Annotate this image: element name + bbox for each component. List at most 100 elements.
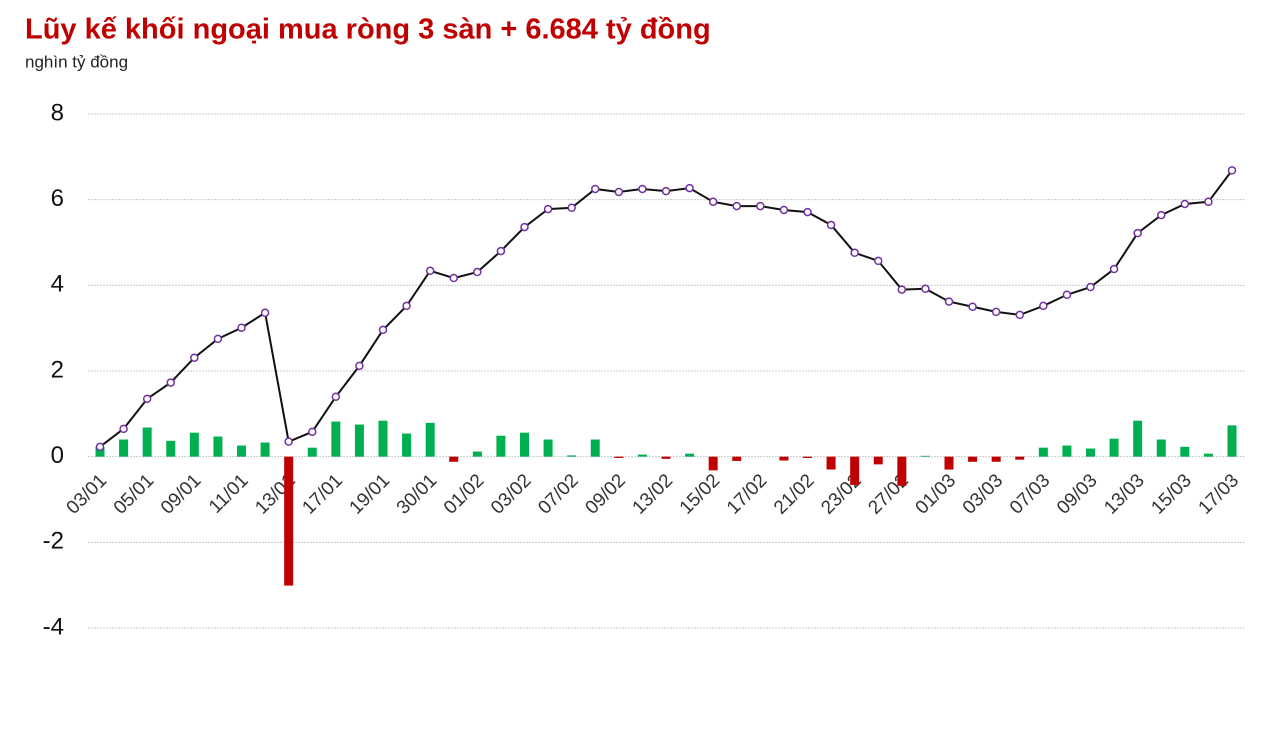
bar	[142, 427, 152, 457]
bar	[378, 420, 388, 457]
bar	[1109, 438, 1119, 457]
bar	[472, 451, 482, 457]
point	[1227, 166, 1237, 175]
point	[874, 256, 883, 266]
point	[378, 325, 388, 335]
bar	[543, 439, 553, 457]
chart-title: Lũy kế khối ngoại mua ròng 3 sàn + 6.684…	[25, 14, 711, 46]
point	[1015, 310, 1024, 320]
point	[1157, 210, 1166, 220]
bar	[850, 456, 860, 485]
bar	[1062, 445, 1072, 457]
bar	[897, 456, 907, 486]
bar	[402, 433, 412, 457]
point	[166, 378, 175, 387]
point	[95, 442, 105, 452]
y-tick-label: -2	[43, 528, 64, 555]
point	[614, 187, 624, 197]
bar	[119, 439, 129, 457]
point	[308, 427, 317, 437]
point	[1086, 282, 1095, 292]
point	[921, 284, 930, 294]
point	[237, 323, 246, 332]
x-tick-label: 09/02	[581, 470, 629, 518]
point	[1109, 264, 1119, 274]
bar	[991, 456, 1001, 462]
x-tick-label: 03/02	[487, 470, 535, 518]
point	[779, 205, 789, 215]
y-tick-label: 6	[51, 185, 64, 212]
y-tick-label: -4	[43, 613, 64, 640]
point	[190, 353, 199, 362]
x-tick-label: 03/03	[959, 470, 1007, 518]
point	[944, 297, 954, 306]
bar	[567, 455, 577, 457]
point	[638, 184, 647, 194]
bar	[189, 432, 199, 457]
bar	[826, 456, 836, 470]
bar	[425, 422, 435, 457]
bar	[331, 421, 341, 457]
bar	[944, 456, 954, 470]
line	[99, 169, 1233, 448]
point	[991, 307, 1001, 317]
point	[213, 334, 223, 344]
bar	[1086, 448, 1095, 457]
bar	[1180, 446, 1190, 457]
x-tick-label: 09/01	[157, 470, 205, 518]
point	[1039, 301, 1048, 311]
point	[756, 201, 765, 211]
bar	[260, 442, 270, 457]
bar	[520, 432, 529, 457]
bar	[307, 447, 317, 457]
y-tick-label: 8	[51, 99, 64, 126]
x-tick-label: 13/03	[1100, 470, 1148, 518]
bar	[685, 453, 695, 457]
point	[708, 197, 718, 207]
x-tick-label: 15/03	[1147, 470, 1195, 518]
x-tick-label: 15/02	[676, 470, 724, 518]
x-tick-label: 17/02	[723, 470, 771, 518]
bar	[354, 424, 364, 457]
x-tick-label: 09/03	[1053, 470, 1101, 518]
bar	[449, 456, 459, 462]
point	[520, 222, 529, 232]
bar	[779, 456, 789, 461]
point	[496, 246, 506, 256]
x-tick-label: 21/02	[770, 470, 818, 518]
bar	[637, 454, 647, 457]
x-tick-label: 30/01	[393, 470, 441, 518]
y-tick-label: 0	[51, 442, 64, 469]
point	[591, 184, 600, 194]
bar	[661, 456, 671, 459]
bar	[1227, 425, 1237, 457]
point	[425, 266, 435, 276]
bar	[873, 456, 883, 465]
point	[850, 248, 859, 258]
bar	[803, 456, 812, 458]
bar	[732, 456, 742, 461]
bar	[590, 439, 600, 457]
bar	[1156, 439, 1166, 457]
point	[1180, 199, 1190, 209]
point	[968, 302, 977, 311]
bar	[284, 456, 294, 586]
point	[826, 220, 836, 230]
x-tick-label: 01/03	[912, 470, 960, 518]
bar	[237, 445, 246, 457]
point	[567, 203, 576, 213]
bar	[614, 456, 624, 458]
point	[331, 392, 341, 401]
x-tick-label: 17/01	[298, 470, 346, 518]
point	[284, 437, 293, 446]
x-tick-label: 01/02	[440, 470, 488, 518]
bar	[708, 456, 718, 471]
x-tick-label: 07/03	[1006, 470, 1054, 518]
point	[473, 267, 482, 277]
bar	[920, 455, 930, 457]
bar	[1015, 456, 1025, 460]
x-tick-label: 03/01	[63, 470, 111, 518]
point	[142, 394, 152, 404]
bar	[1133, 420, 1143, 457]
